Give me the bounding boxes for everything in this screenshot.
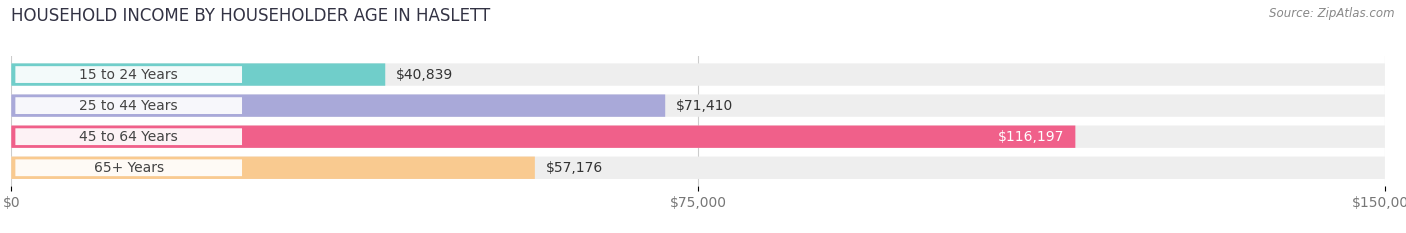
Text: 15 to 24 Years: 15 to 24 Years [79, 68, 179, 82]
Text: $40,839: $40,839 [396, 68, 454, 82]
FancyBboxPatch shape [11, 126, 1076, 148]
Text: 25 to 44 Years: 25 to 44 Years [79, 99, 179, 113]
Text: $71,410: $71,410 [676, 99, 734, 113]
Text: 65+ Years: 65+ Years [94, 161, 163, 175]
FancyBboxPatch shape [11, 94, 1385, 117]
FancyBboxPatch shape [15, 97, 242, 114]
FancyBboxPatch shape [11, 157, 1385, 179]
Text: $57,176: $57,176 [546, 161, 603, 175]
FancyBboxPatch shape [11, 157, 534, 179]
FancyBboxPatch shape [15, 159, 242, 176]
FancyBboxPatch shape [11, 63, 385, 86]
FancyBboxPatch shape [11, 126, 1385, 148]
Text: $116,197: $116,197 [998, 130, 1064, 144]
Text: Source: ZipAtlas.com: Source: ZipAtlas.com [1270, 7, 1395, 20]
FancyBboxPatch shape [11, 94, 665, 117]
Text: HOUSEHOLD INCOME BY HOUSEHOLDER AGE IN HASLETT: HOUSEHOLD INCOME BY HOUSEHOLDER AGE IN H… [11, 7, 491, 25]
FancyBboxPatch shape [15, 128, 242, 145]
FancyBboxPatch shape [15, 66, 242, 83]
Text: 45 to 64 Years: 45 to 64 Years [79, 130, 179, 144]
FancyBboxPatch shape [11, 63, 1385, 86]
